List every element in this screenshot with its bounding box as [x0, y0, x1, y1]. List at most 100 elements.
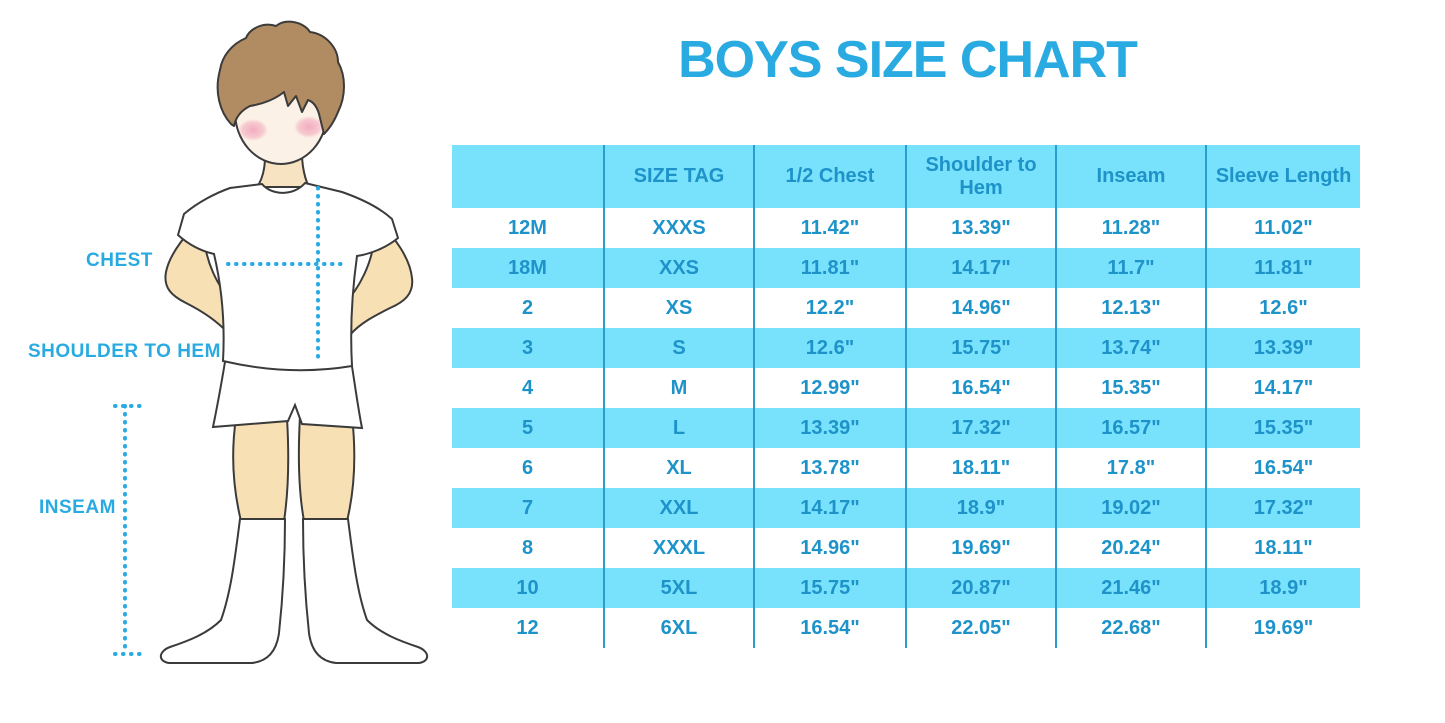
measurement-cell: 15.75"	[905, 328, 1055, 368]
measurement-cell: 15.35"	[1205, 408, 1360, 448]
row-size-label: 2	[521, 296, 534, 319]
measurement-cell: 16.54"	[753, 608, 905, 648]
table-header-row: SIZE TAG 1/2 Chest Shoulder to Hem Inseam Sl…	[452, 145, 1360, 208]
measurement-cell: XXXS	[603, 208, 753, 248]
chest-label: CHEST	[86, 250, 153, 271]
measurement-cell: M	[603, 368, 753, 408]
measurement-cell: 20.87"	[905, 568, 1055, 608]
measurement-cell: 6XL	[603, 608, 753, 648]
measurement-cell: 18.9"	[1205, 568, 1360, 608]
measurement-cell: 13.78"	[753, 448, 905, 488]
measurement-cell: 19.02"	[1055, 488, 1205, 528]
table-row: 12 6XL 16.54" 22.05" 22.68" 19.69"	[452, 608, 1360, 648]
measurement-cell: XXL	[603, 488, 753, 528]
measurement-cell: 14.17"	[753, 488, 905, 528]
measurement-cell: 15.75"	[753, 568, 905, 608]
right-arm-shape	[342, 217, 414, 338]
row-size-label: 10	[516, 576, 539, 599]
left-sock-shape	[159, 518, 287, 664]
measurement-cell: 11.02"	[1205, 208, 1360, 248]
column-header: Shoulder to Hem	[905, 145, 1055, 208]
table-row: 6 XL 13.78" 18.11" 17.8" 16.54"	[452, 448, 1360, 488]
table-row: 8 XXXL 14.96" 19.69" 20.24" 18.11"	[452, 528, 1360, 568]
measurement-cell: 15.35"	[1055, 368, 1205, 408]
left-blush	[238, 119, 268, 141]
measurement-cell: XXS	[603, 248, 753, 288]
row-size-label: 6	[521, 456, 534, 479]
row-size-label: 3	[521, 336, 534, 359]
size-table-body: 12M XXXS 11.42" 13.39" 11.28" 11.02" 18M XXS 11.…	[452, 208, 1360, 648]
table-row: 5 L 13.39" 17.32" 16.57" 15.35"	[452, 408, 1360, 448]
column-header	[452, 145, 603, 208]
hair-shape	[216, 20, 345, 135]
measurement-cell: 11.7"	[1055, 248, 1205, 288]
measurement-cell: 20.24"	[1055, 528, 1205, 568]
tshirt-shape	[176, 181, 400, 372]
table-row: 18M XXS 11.81" 14.17" 11.7" 11.81"	[452, 248, 1360, 288]
measurement-cell: 19.69"	[1205, 608, 1360, 648]
right-sock-shape	[301, 518, 429, 664]
measurement-cell: 12.6"	[1205, 288, 1360, 328]
measurement-cell: 13.39"	[753, 408, 905, 448]
column-header: 1/2 Chest	[753, 145, 905, 208]
measurement-cell: 11.81"	[1205, 248, 1360, 288]
page-title: BOYS SIZE CHART	[678, 31, 1138, 89]
measurement-cell: 12.6"	[753, 328, 905, 368]
right-leg-shape	[297, 415, 356, 522]
table-row: 7 XXL 14.17" 18.9" 19.02" 17.32"	[452, 488, 1360, 528]
measurement-cell: 14.96"	[905, 288, 1055, 328]
row-size-label: 7	[521, 496, 534, 519]
measurement-cell: 17.32"	[905, 408, 1055, 448]
table-row: 2 XS 12.2" 14.96" 12.13" 12.6"	[452, 288, 1360, 328]
measurement-cell: 22.68"	[1055, 608, 1205, 648]
measurement-cell: 18.11"	[1205, 528, 1360, 568]
measurement-cell: 12.2"	[753, 288, 905, 328]
measurement-cell: 19.69"	[905, 528, 1055, 568]
measurement-cell: 16.57"	[1055, 408, 1205, 448]
column-header: SIZE TAG	[603, 145, 753, 208]
measurement-cell: 13.39"	[905, 208, 1055, 248]
table-row: 3 S 12.6" 15.75" 13.74" 13.39"	[452, 328, 1360, 368]
column-header: Sleeve Length	[1205, 145, 1360, 208]
measurement-cell: 16.54"	[1205, 448, 1360, 488]
measurement-cell: 12.99"	[753, 368, 905, 408]
table-row: 12M XXXS 11.42" 13.39" 11.28" 11.02"	[452, 208, 1360, 248]
measurement-cell: 22.05"	[905, 608, 1055, 648]
measurement-cell: 14.17"	[1205, 368, 1360, 408]
measurement-cell: 18.9"	[905, 488, 1055, 528]
left-arm-shape	[164, 212, 236, 336]
row-size-label: 8	[521, 536, 534, 559]
shorts-shape	[211, 354, 364, 430]
measurement-cell: 5XL	[603, 568, 753, 608]
row-size-label: 12	[516, 616, 539, 639]
table-row: 10 5XL 15.75" 20.87" 21.46" 18.9"	[452, 568, 1360, 608]
right-blush	[294, 116, 324, 138]
measurement-cell: 14.96"	[753, 528, 905, 568]
size-table: SIZE TAG 1/2 Chest Shoulder to Hem Inseam Sl…	[452, 145, 1360, 648]
measurement-cell: 16.54"	[905, 368, 1055, 408]
measurement-cell: XS	[603, 288, 753, 328]
measurement-cell: S	[603, 328, 753, 368]
row-size-label: 4	[521, 376, 534, 399]
measurement-cell: 18.11"	[905, 448, 1055, 488]
measurement-cell: 13.74"	[1055, 328, 1205, 368]
measurement-cell: XXXL	[603, 528, 753, 568]
inseam-label: INSEAM	[39, 497, 116, 518]
measurement-cell: 12.13"	[1055, 288, 1205, 328]
row-size-label: 12M	[508, 216, 547, 239]
column-header: Inseam	[1055, 145, 1205, 208]
shoulder-to-hem-label: SHOULDER TO HEM	[28, 341, 221, 362]
measurement-cell: 11.28"	[1055, 208, 1205, 248]
row-size-label: 5	[521, 416, 534, 439]
measurement-cell: 17.32"	[1205, 488, 1360, 528]
left-leg-shape	[232, 417, 290, 522]
boy-measurement-figure	[113, 20, 429, 664]
measurement-cell: 21.46"	[1055, 568, 1205, 608]
measurement-cell: XL	[603, 448, 753, 488]
measurement-cell: L	[603, 408, 753, 448]
measurement-cell: 11.81"	[753, 248, 905, 288]
table-row: 4 M 12.99" 16.54" 15.35" 14.17"	[452, 368, 1360, 408]
row-size-label: 18M	[508, 256, 547, 279]
measurement-cell: 14.17"	[905, 248, 1055, 288]
